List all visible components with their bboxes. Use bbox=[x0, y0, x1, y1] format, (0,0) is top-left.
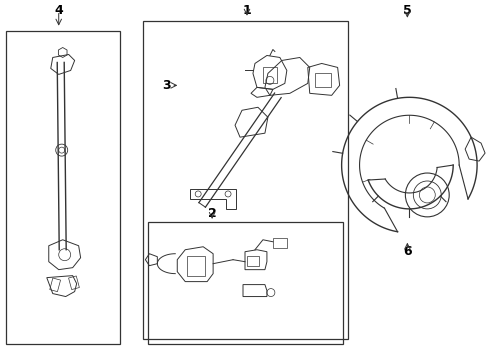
Bar bbox=[148, 222, 343, 345]
Text: 3: 3 bbox=[162, 79, 171, 92]
Bar bbox=[273, 238, 287, 248]
Text: 1: 1 bbox=[243, 4, 251, 17]
Bar bbox=[6, 31, 121, 345]
Text: 4: 4 bbox=[54, 4, 63, 17]
Text: 6: 6 bbox=[403, 245, 412, 258]
Text: 5: 5 bbox=[403, 4, 412, 17]
Bar bbox=[315, 73, 331, 87]
Bar bbox=[50, 278, 61, 292]
Bar bbox=[69, 276, 79, 289]
Bar bbox=[144, 21, 347, 339]
Bar bbox=[187, 256, 205, 276]
Bar bbox=[263, 67, 277, 84]
Text: 2: 2 bbox=[208, 207, 217, 220]
Bar bbox=[247, 256, 259, 266]
